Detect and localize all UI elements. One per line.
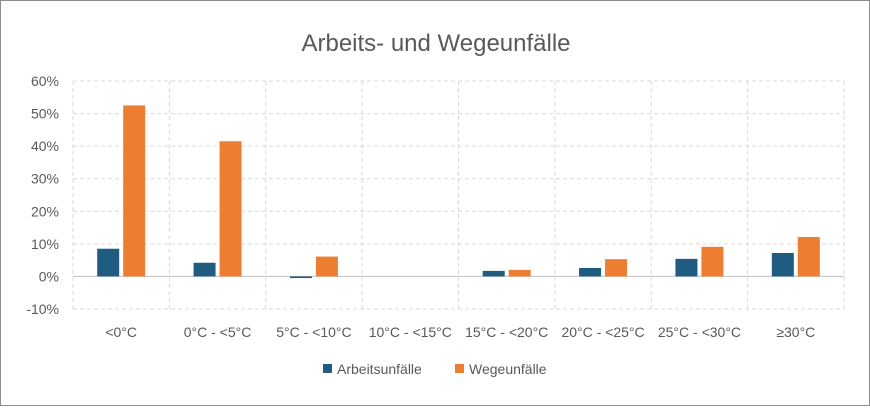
bar-arbeitsunfaelle: [579, 267, 602, 277]
chart-title: Arbeits- und Wegeunfälle: [301, 30, 570, 57]
legend-swatch-wegeunfaelle: [455, 364, 464, 373]
bar-wegeunfaelle: [123, 105, 146, 277]
bar-arbeitsunfaelle: [97, 248, 120, 277]
x-tick-label: 5°C - <10°C: [276, 324, 351, 340]
legend-swatch-arbeitsunfaelle: [323, 364, 332, 373]
bar-arbeitsunfaelle: [289, 276, 312, 279]
y-tick-label: 0%: [39, 268, 59, 284]
x-tick-label: <0°C: [105, 324, 137, 340]
bar-arbeitsunfaelle: [193, 262, 216, 277]
bar-arbeitsunfaelle: [675, 258, 698, 277]
y-tick-label: 20%: [31, 203, 59, 219]
bar-arbeitsunfaelle: [771, 252, 794, 277]
y-tick-label: 10%: [31, 236, 59, 252]
x-tick-label: 10°C - <15°C: [369, 324, 452, 340]
x-tick-label: 25°C - <30°C: [658, 324, 741, 340]
x-tick-label: 15°C - <20°C: [465, 324, 548, 340]
gridlines: [72, 80, 845, 310]
y-tick-label: 30%: [31, 171, 59, 187]
y-axis: -10% 0% 10% 20% 30% 40% 50% 60%: [26, 73, 59, 317]
x-tick-label: ≥30°C: [776, 324, 815, 340]
bars: [97, 105, 820, 279]
x-axis: <0°C 0°C - <5°C 5°C - <10°C 10°C - <15°C 15°…: [105, 324, 815, 340]
y-tick-label: 40%: [31, 138, 59, 154]
bar-wegeunfaelle: [219, 141, 242, 277]
x-tick-label: 20°C - <25°C: [561, 324, 644, 340]
bar-wegeunfaelle: [797, 237, 820, 277]
y-tick-label: 60%: [31, 73, 59, 89]
y-tick-label: 50%: [31, 106, 59, 122]
bar-wegeunfaelle: [315, 256, 338, 277]
legend-label: Wegeunfälle: [469, 361, 547, 377]
legend-label: Arbeitsunfälle: [337, 361, 422, 377]
y-tick-label: -10%: [26, 301, 59, 317]
bar-arbeitsunfaelle: [482, 270, 505, 277]
bar-wegeunfaelle: [605, 259, 628, 277]
bar-wegeunfaelle: [508, 269, 531, 277]
legend: Arbeitsunfälle Wegeunfälle: [323, 361, 547, 377]
x-tick-label: 0°C - <5°C: [184, 324, 252, 340]
bar-wegeunfaelle: [701, 246, 724, 277]
